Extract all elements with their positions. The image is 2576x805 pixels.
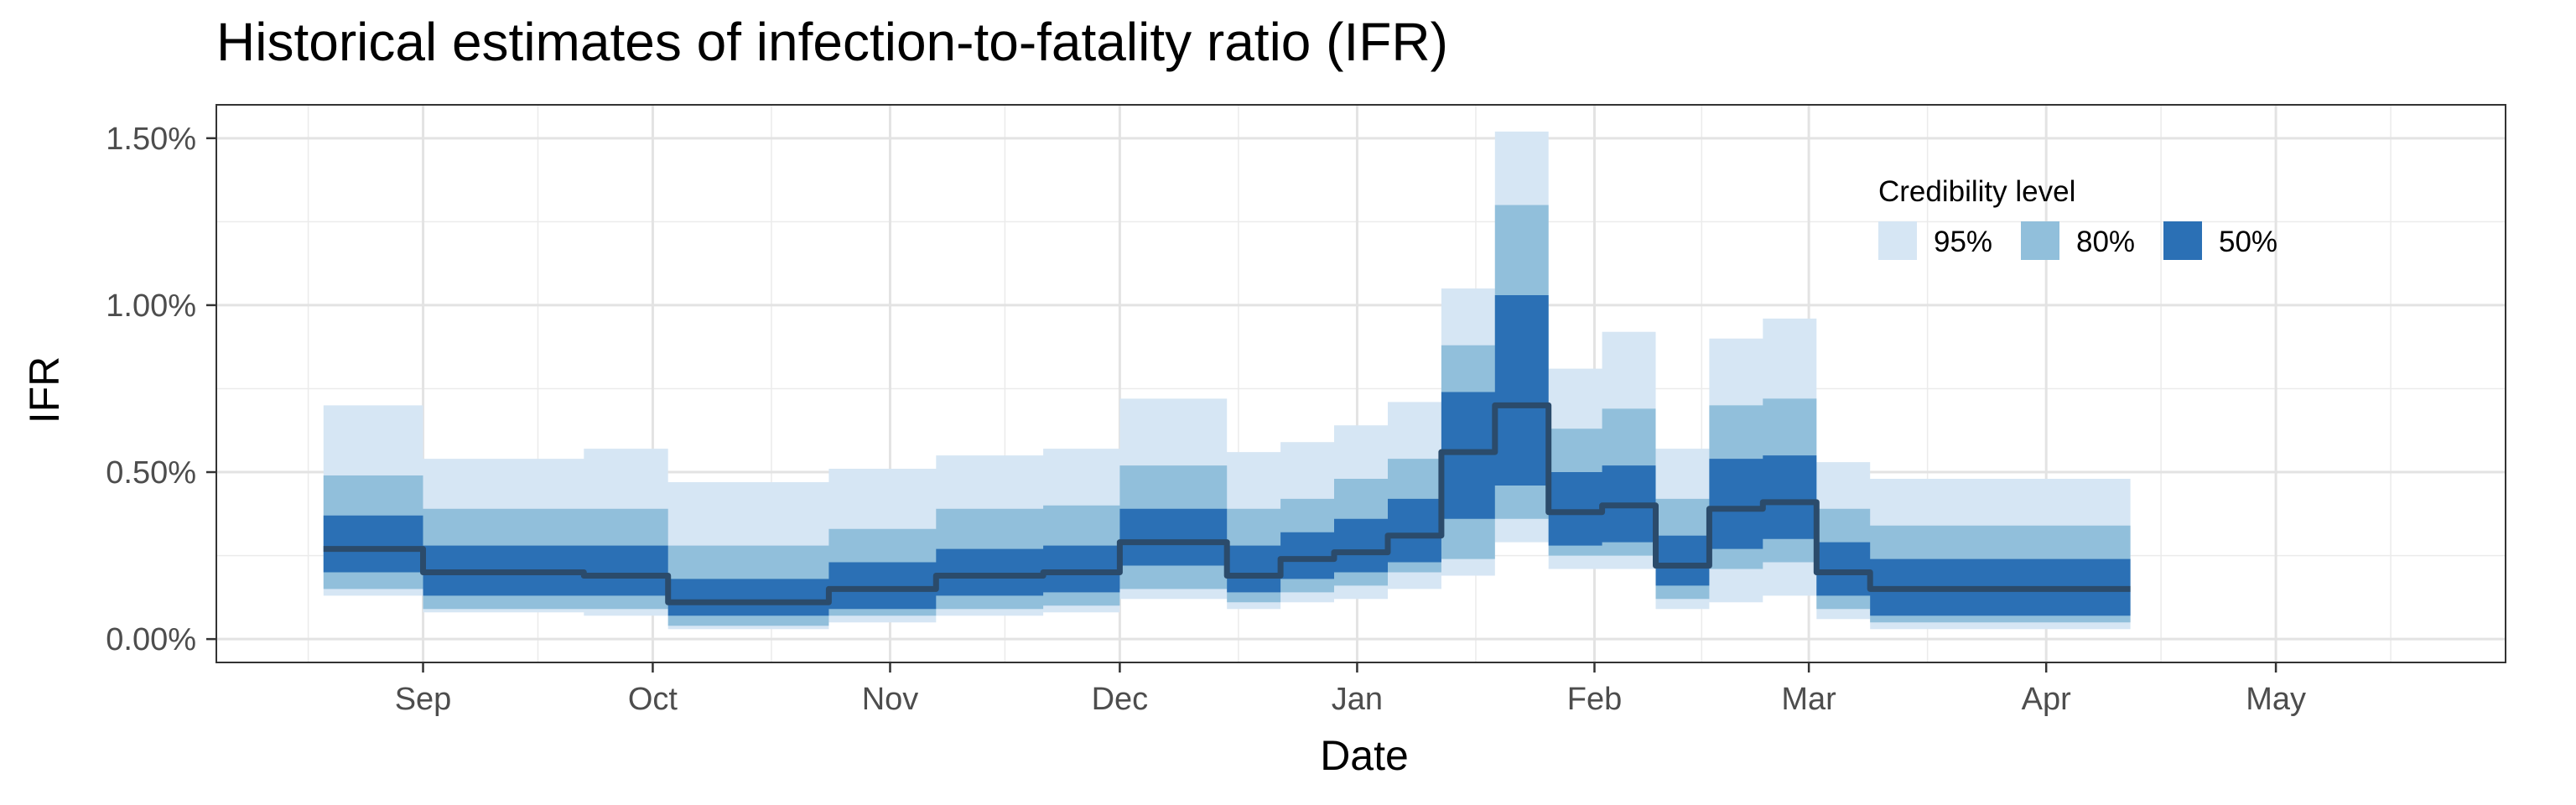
legend-swatch-50pct [2163,221,2202,260]
x-tick-label: Jan [1332,682,1383,717]
plot-panel-border [216,104,2506,663]
median-line [323,402,2131,605]
legend-swatch-80pct [2021,221,2059,260]
y-tick-label: 1.50% [106,122,196,157]
x-tick-label: Dec [1092,682,1149,717]
y-tick-label: 0.50% [106,455,196,491]
x-tick-label: May [2246,682,2306,717]
x-tick-label: Nov [862,682,919,717]
chart-title: Historical estimates of infection-to-fat… [216,12,1448,72]
x-tick-label: Sep [395,682,452,717]
y-axis-ticks: 0.00% 0.50% 1.00% 1.50% [106,122,216,657]
x-axis-title: Date [1320,732,1409,779]
legend-label-80pct: 80% [2076,226,2135,258]
legend: Credibility level 95% 80% 50% [1878,175,2277,260]
legend-title: Credibility level [1878,175,2075,208]
x-tick-label: Mar [1781,682,1836,717]
legend-swatch-95pct [1878,221,1917,260]
x-axis-ticks: Sep Oct Nov Dec Jan Feb Mar Apr May [395,662,2306,717]
median-line-group [323,402,2131,605]
legend-label-95pct: 95% [1934,226,1992,258]
band-80pct [323,205,2131,626]
x-tick-label: Oct [628,682,678,717]
x-tick-label: Feb [1567,682,1622,717]
x-tick-label: Apr [2022,682,2071,717]
band-50pct [323,295,2131,616]
y-axis-title: IFR [21,356,68,424]
legend-label-50pct: 50% [2219,226,2277,258]
y-tick-label: 1.00% [106,288,196,324]
y-tick-label: 0.00% [106,622,196,657]
credibility-bands [323,131,2131,630]
